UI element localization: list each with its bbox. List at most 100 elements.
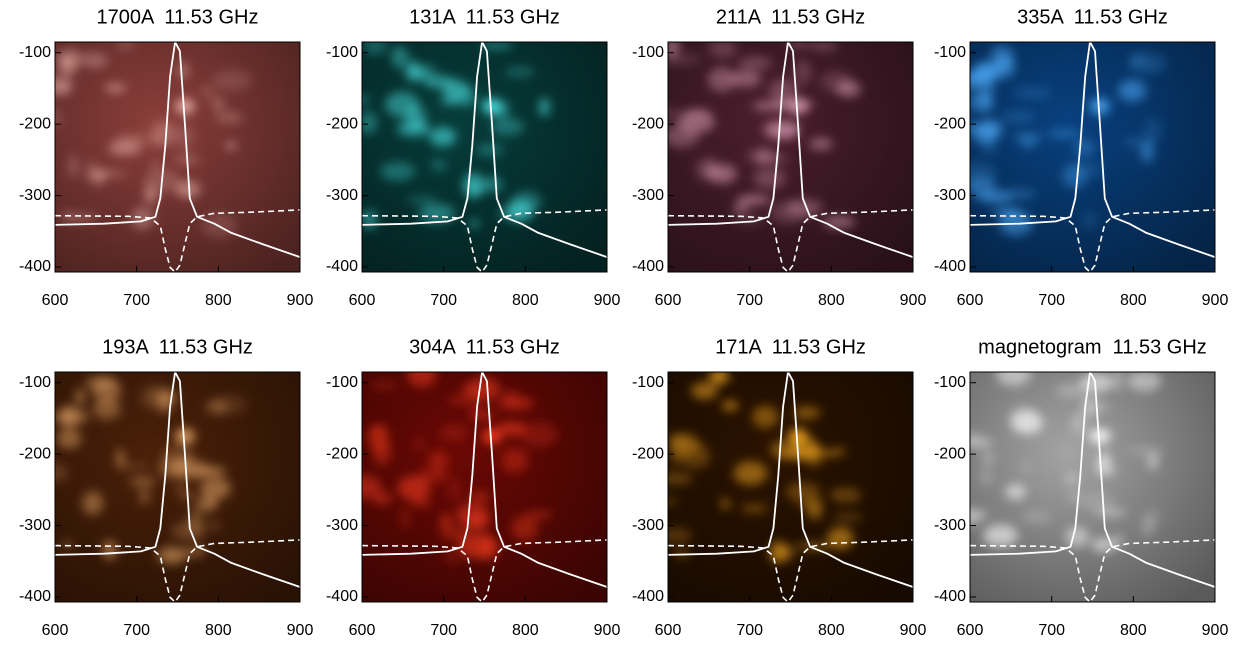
bright-region: [460, 87, 475, 107]
bright-region: [439, 425, 468, 441]
y-tick-label: -400: [19, 258, 51, 275]
bright-region: [820, 71, 851, 92]
x-tick-label: 800: [818, 622, 845, 639]
bright-region: [57, 49, 83, 67]
bright-region: [197, 497, 219, 511]
bright-region: [117, 462, 150, 471]
panel: 304A 11.53 GHz600700800900-100-200-300-4…: [326, 336, 620, 639]
bright-region: [1097, 452, 1112, 473]
bright-region: [1128, 447, 1165, 453]
bright-region: [833, 448, 847, 456]
y-tick-label: -400: [934, 588, 966, 605]
bright-region: [407, 196, 437, 204]
bright-region: [431, 159, 446, 171]
image-shade: [362, 42, 607, 272]
bright-region: [713, 367, 726, 385]
bright-region: [199, 84, 215, 99]
x-tick-label: 800: [1120, 292, 1147, 309]
bright-region: [833, 512, 863, 522]
bright-region: [667, 434, 692, 446]
x-tick-label: 600: [42, 292, 69, 309]
panel: 211A 11.53 GHz600700800900-100-200-300-4…: [632, 6, 926, 309]
bright-region: [497, 397, 534, 409]
image: [653, 35, 913, 272]
y-tick-label: -100: [934, 374, 966, 391]
bright-region: [1056, 383, 1089, 398]
bright-region: [794, 59, 812, 84]
bright-region: [93, 378, 122, 403]
bright-region: [1082, 212, 1097, 230]
bright-region: [797, 500, 812, 510]
bright-region: [367, 425, 389, 450]
bright-region: [82, 491, 103, 515]
panel-title: 335A 11.53 GHz: [1017, 6, 1168, 28]
y-tick-label: -300: [326, 187, 358, 204]
y-tick-label: -400: [632, 258, 664, 275]
bright-region: [80, 53, 108, 68]
y-tick-label: -100: [632, 374, 664, 391]
bright-region: [708, 67, 736, 91]
bright-region: [763, 120, 801, 140]
y-tick-label: -400: [326, 588, 358, 605]
bright-region: [661, 528, 692, 544]
y-tick-label: -200: [19, 445, 51, 462]
bright-region: [505, 67, 535, 76]
x-tick-label: 800: [512, 292, 539, 309]
y-tick-label: -300: [19, 517, 51, 534]
x-tick-label: 600: [655, 292, 682, 309]
bright-region: [391, 46, 407, 69]
bright-region: [50, 109, 62, 125]
y-tick-label: -100: [326, 44, 358, 61]
x-tick-label: 900: [287, 292, 314, 309]
bright-region: [1128, 371, 1162, 391]
y-tick-label: -100: [19, 374, 51, 391]
bright-region: [1065, 472, 1079, 487]
y-tick-label: -100: [326, 374, 358, 391]
bright-region: [1022, 511, 1050, 524]
bright-region: [455, 503, 489, 526]
bright-region: [691, 382, 718, 399]
image: [343, 362, 607, 602]
bright-region: [178, 62, 188, 79]
y-tick-label: -200: [934, 445, 966, 462]
image-shade: [55, 42, 300, 272]
bright-region: [76, 388, 85, 406]
bright-region: [539, 98, 550, 117]
x-tick-label: 800: [1120, 622, 1147, 639]
bright-region: [809, 138, 832, 150]
bright-region: [476, 144, 503, 156]
panel: 1700A 11.53 GHz600700800900-100-200-300-…: [19, 6, 313, 309]
x-tick-label: 800: [205, 292, 232, 309]
y-tick-label: -400: [326, 258, 358, 275]
y-tick-label: -400: [934, 258, 966, 275]
bright-region: [212, 97, 225, 111]
bright-region: [502, 392, 520, 399]
bright-region: [721, 498, 730, 509]
y-tick-label: -200: [326, 115, 358, 132]
bright-region: [1118, 80, 1146, 102]
bright-region: [469, 219, 480, 229]
x-tick-label: 800: [818, 292, 845, 309]
bright-region: [407, 58, 417, 76]
bright-region: [1144, 509, 1159, 529]
x-tick-label: 900: [900, 292, 927, 309]
panel-title: 193A 11.53 GHz: [102, 336, 253, 358]
bright-region: [520, 422, 558, 447]
bright-region: [512, 191, 542, 212]
bright-region: [979, 466, 991, 485]
bright-region: [448, 478, 461, 502]
bright-region: [778, 544, 794, 560]
bright-region: [501, 448, 528, 473]
bright-region: [823, 216, 855, 228]
bright-region: [99, 169, 127, 178]
x-tick-label: 700: [430, 292, 457, 309]
bright-region: [738, 56, 772, 69]
bright-region: [151, 161, 161, 168]
bright-region: [982, 147, 997, 153]
x-tick-label: 900: [287, 622, 314, 639]
bright-region: [752, 405, 778, 428]
bright-region: [423, 63, 436, 87]
y-tick-label: -400: [19, 588, 51, 605]
